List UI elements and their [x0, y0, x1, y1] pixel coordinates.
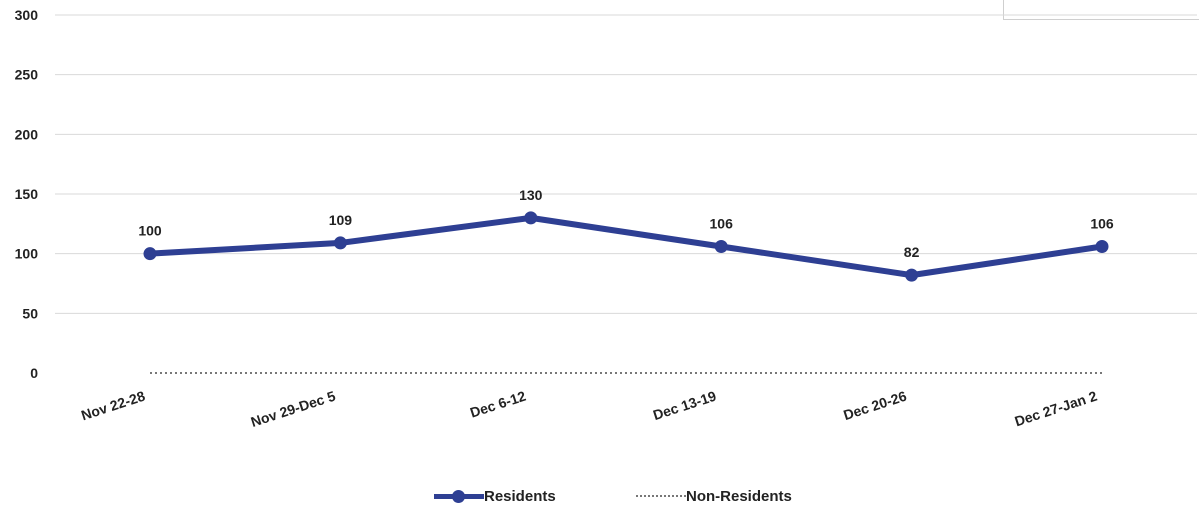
legend-label-residents: Residents — [484, 487, 556, 505]
data-label-residents: 130 — [519, 187, 543, 203]
legend-swatch-residents — [434, 485, 484, 507]
x-tick-label: Dec 6-12 — [468, 388, 528, 421]
data-label-residents: 106 — [1090, 216, 1114, 232]
data-point-residents — [905, 268, 919, 282]
series-line-residents — [149, 214, 1103, 279]
x-tick-label: Dec 13-19 — [651, 388, 718, 423]
y-tick-label: 100 — [15, 246, 39, 262]
x-tick-label: Dec 20-26 — [841, 388, 908, 423]
data-label-residents: 109 — [329, 212, 353, 228]
data-point-residents — [1095, 240, 1109, 254]
data-label-residents: 106 — [710, 216, 734, 232]
legend-swatch-non-residents — [636, 485, 686, 507]
data-point-residents — [524, 211, 538, 225]
legend-label-non-residents: Non-Residents — [686, 487, 792, 505]
legend-item-residents: Residents — [434, 485, 556, 507]
y-tick-label: 150 — [15, 186, 39, 202]
data-label-residents: 82 — [904, 244, 920, 260]
x-tick-label: Nov 22-28 — [79, 388, 147, 424]
y-tick-label: 50 — [22, 305, 38, 321]
data-point-residents — [143, 247, 157, 261]
y-tick-label: 0 — [30, 365, 38, 381]
line-chart: 0 50 100 150 200 250 300 Nov 22-28 Nov 29-Dec 5 D… — [15, 7, 1197, 430]
data-label-residents: 100 — [138, 223, 162, 239]
data-point-residents — [714, 240, 728, 254]
chart-legend: Residents Non-Residents — [0, 485, 1199, 507]
y-tick-label: 200 — [15, 126, 39, 142]
data-point-residents — [333, 236, 347, 250]
y-tick-label: 250 — [15, 67, 39, 83]
x-tick-label: Dec 27-Jan 2 — [1013, 388, 1100, 430]
y-tick-label: 300 — [15, 7, 39, 23]
legend-item-non-residents: Non-Residents — [636, 485, 792, 507]
x-tick-label: Nov 29-Dec 5 — [249, 388, 338, 430]
